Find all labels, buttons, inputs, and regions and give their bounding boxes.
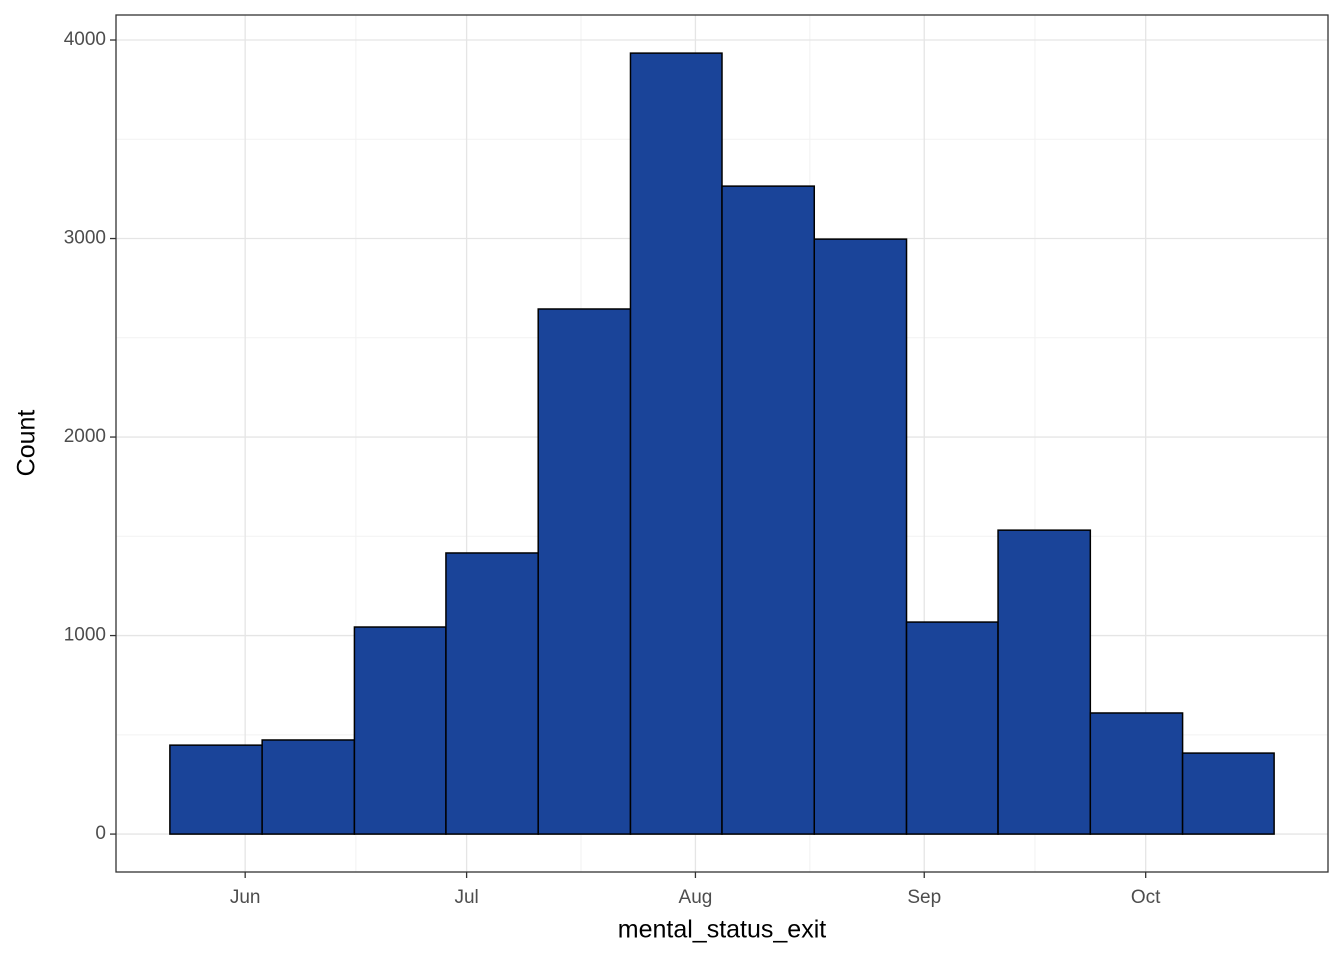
- bar: [629, 52, 723, 835]
- panel-border: [115, 14, 1329, 873]
- x-tick-label: Jun: [230, 887, 261, 908]
- bar: [445, 552, 539, 835]
- y-tick-label: 0: [95, 823, 106, 844]
- bar: [1181, 752, 1275, 835]
- bar: [537, 308, 632, 835]
- bar: [169, 744, 263, 835]
- x-tick-label: Oct: [1131, 887, 1161, 908]
- y-axis-title: Count: [13, 410, 41, 477]
- x-axis-title: mental_status_exit: [618, 916, 827, 944]
- bar: [261, 739, 356, 835]
- bar: [353, 626, 447, 835]
- y-tick-label: 4000: [64, 29, 106, 50]
- x-tick-label: Jul: [454, 887, 478, 908]
- y-tick-label: 2000: [64, 426, 106, 447]
- bars: [169, 52, 1275, 835]
- bar: [721, 185, 816, 835]
- bar: [1089, 712, 1184, 835]
- y-tick-label: 1000: [64, 625, 106, 646]
- bar: [813, 238, 908, 835]
- bar: [905, 621, 999, 835]
- bar: [997, 529, 1092, 835]
- x-tick-label: Aug: [679, 887, 713, 908]
- x-tick-label: Sep: [907, 887, 941, 908]
- y-tick-label: 3000: [64, 228, 106, 249]
